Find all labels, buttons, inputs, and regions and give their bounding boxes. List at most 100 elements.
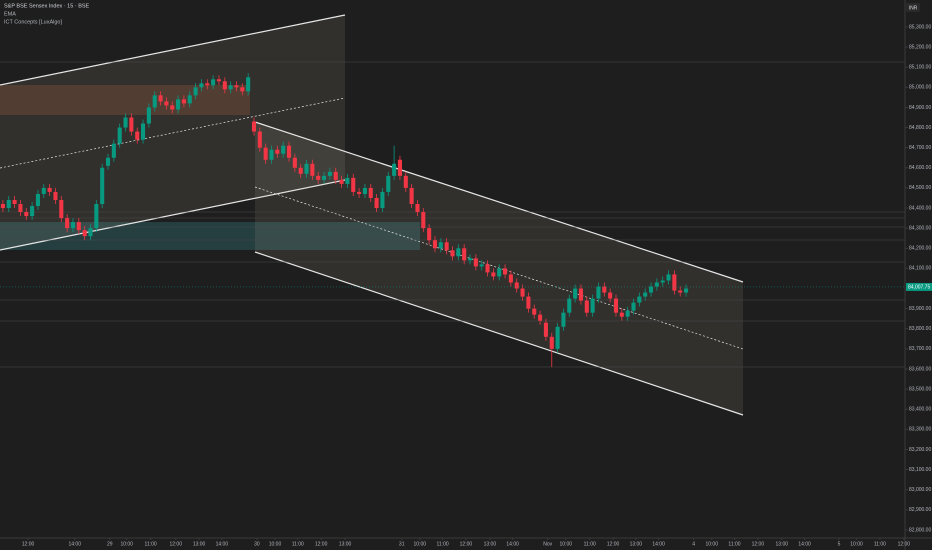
candle-body [526, 296, 531, 309]
candle-body [444, 242, 449, 251]
candle-body [310, 163, 315, 176]
candle-body [240, 87, 245, 92]
candle-body [105, 157, 111, 166]
x-tick-label: 10:00 [414, 541, 427, 547]
candle-body [18, 204, 23, 213]
candle-body [637, 296, 642, 303]
candle-body [59, 199, 64, 219]
candle-body [660, 280, 665, 283]
candle-body [573, 288, 578, 299]
y-tick-label: 84,700.00 [909, 145, 931, 151]
candle-body [467, 258, 473, 261]
candle-body [631, 302, 636, 311]
candle-body [619, 312, 624, 317]
x-tick-label: 11:00 [292, 541, 304, 547]
candle-body [41, 187, 46, 194]
y-tick-label: 83,300.00 [909, 427, 931, 433]
x-tick-label: Nov [543, 541, 552, 547]
candle-body [222, 81, 227, 90]
candle-body [485, 264, 490, 273]
candle-body [304, 163, 309, 174]
candle-body [415, 204, 420, 213]
candle-body [176, 99, 181, 110]
candle-body [76, 222, 81, 231]
y-tick-label: 83,200.00 [909, 447, 931, 453]
candle-body [322, 175, 327, 180]
y-tick-label: 83,000.00 [909, 487, 931, 493]
candle-body [53, 191, 58, 200]
candle-body [135, 131, 140, 140]
x-tick-label: 10:00 [705, 541, 718, 547]
y-tick-label: 83,500.00 [909, 386, 931, 392]
candle-body [491, 272, 496, 277]
candle-body [111, 143, 116, 158]
candle-body [269, 149, 274, 160]
indicator-label: EMA [4, 11, 16, 17]
candle-body [561, 312, 566, 327]
candle-body [292, 157, 297, 168]
candle-body [205, 83, 210, 86]
candle-body [543, 322, 548, 337]
candle-body [508, 274, 513, 283]
x-tick-label: 10:00 [120, 541, 133, 547]
candle-body [672, 274, 677, 291]
candle-body [368, 187, 373, 198]
candle-body [421, 212, 426, 229]
x-tick-label: 10:00 [269, 541, 282, 547]
x-tick-label: 14:00 [652, 541, 665, 547]
candle-body [275, 149, 280, 154]
y-tick-label: 85,000.00 [909, 85, 931, 91]
candle-body [625, 310, 630, 317]
candle-body [403, 175, 408, 188]
x-tick-label: 12:00 [460, 541, 473, 547]
candle-body [520, 288, 525, 297]
candle-body [286, 145, 292, 158]
candle-body [438, 242, 443, 249]
candle-body [158, 95, 163, 102]
candle-body [281, 145, 286, 154]
candle-body [94, 204, 99, 229]
candle-body [397, 159, 402, 176]
candle-body [228, 85, 233, 90]
candle-body [497, 268, 502, 277]
candle-body [684, 288, 689, 293]
candle-body [567, 298, 572, 313]
candle-body [12, 199, 17, 205]
candle-body [164, 101, 169, 106]
candle-body [654, 282, 659, 287]
x-tick-label: 31 [399, 541, 405, 547]
candle-body [146, 107, 151, 124]
channel-mid [0, 97, 346, 169]
candle-body [578, 288, 583, 301]
candle-body [602, 286, 607, 293]
candle-body [549, 336, 554, 349]
candle-body [65, 218, 70, 229]
candle-body [479, 264, 484, 267]
y-tick-label: 84,100.00 [909, 266, 931, 272]
candle-body [316, 175, 321, 180]
candle-body [216, 79, 221, 82]
indicator-label: ICT Concepts [LuxAlgo] [4, 19, 62, 25]
candle-body [386, 175, 391, 192]
x-tick-label: 10:00 [850, 541, 863, 547]
x-tick-label: 29 [107, 541, 113, 547]
candle-body [538, 314, 543, 321]
channel-line [254, 251, 744, 416]
candle-body [24, 212, 29, 217]
candle-body [409, 187, 414, 205]
candle-body [88, 228, 93, 237]
candle-body [584, 300, 589, 313]
last-price-label: 84,007.75 [908, 284, 930, 290]
candle-body [47, 187, 52, 192]
candle-body [648, 286, 654, 293]
x-tick-label: 11:00 [584, 541, 596, 547]
y-tick-label: 83,800.00 [909, 326, 931, 332]
x-tick-label: 13:00 [193, 541, 206, 547]
x-tick-label: 12:00 [315, 541, 328, 547]
y-tick-label: 83,100.00 [909, 467, 931, 473]
candle-body [462, 248, 467, 261]
candle-body [392, 163, 397, 176]
candle-body [263, 147, 268, 160]
candle-body [362, 187, 367, 194]
